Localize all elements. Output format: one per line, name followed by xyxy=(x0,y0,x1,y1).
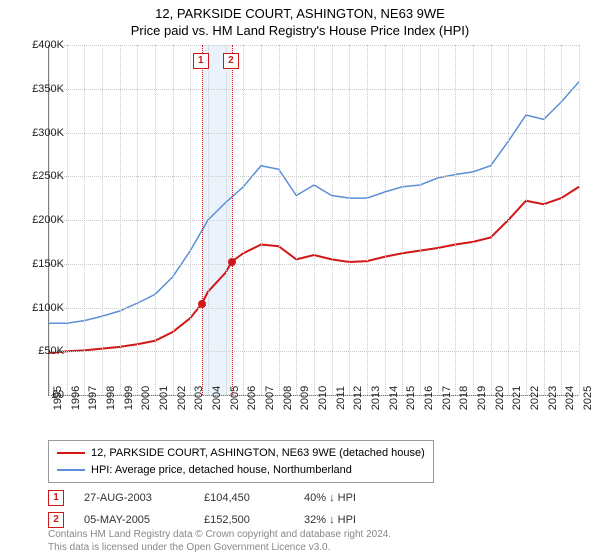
x-axis-label: 1996 xyxy=(70,386,82,410)
legend-swatch xyxy=(57,469,85,471)
y-axis-label: £200K xyxy=(32,214,64,226)
x-axis-label: 2025 xyxy=(582,386,594,410)
y-axis-label: £100K xyxy=(32,302,64,314)
x-axis-label: 1995 xyxy=(52,386,64,410)
x-axis-label: 2014 xyxy=(388,386,400,410)
legend-item: HPI: Average price, detached house, Nort… xyxy=(57,462,425,479)
sale-row: 1 27-AUG-2003 £104,450 40% ↓ HPI xyxy=(48,490,356,506)
x-axis-label: 2016 xyxy=(423,386,435,410)
x-axis-label: 2002 xyxy=(176,386,188,410)
y-axis-label: £150K xyxy=(32,258,64,270)
x-axis-label: 2018 xyxy=(458,386,470,410)
chart-marker-box: 2 xyxy=(223,53,239,69)
sale-date: 05-MAY-2005 xyxy=(84,514,184,526)
data-point-marker xyxy=(228,258,236,266)
sale-price: £104,450 xyxy=(204,492,284,504)
legend-label: 12, PARKSIDE COURT, ASHINGTON, NE63 9WE … xyxy=(91,445,425,462)
chart-subtitle: Price paid vs. HM Land Registry's House … xyxy=(0,23,600,42)
sale-date: 27-AUG-2003 xyxy=(84,492,184,504)
x-axis-label: 2005 xyxy=(229,386,241,410)
legend-item: 12, PARKSIDE COURT, ASHINGTON, NE63 9WE … xyxy=(57,445,425,462)
y-axis-label: £250K xyxy=(32,170,64,182)
x-axis-label: 2024 xyxy=(564,386,576,410)
x-axis-label: 2010 xyxy=(317,386,329,410)
x-axis-label: 2000 xyxy=(140,386,152,410)
y-axis-label: £350K xyxy=(32,83,64,95)
legend-label: HPI: Average price, detached house, Nort… xyxy=(91,462,352,479)
x-axis-label: 2020 xyxy=(494,386,506,410)
chart-marker-box: 1 xyxy=(193,53,209,69)
footer-attribution: Contains HM Land Registry data © Crown c… xyxy=(48,528,391,554)
legend: 12, PARKSIDE COURT, ASHINGTON, NE63 9WE … xyxy=(48,440,434,483)
x-axis-label: 1997 xyxy=(87,386,99,410)
x-axis-label: 2017 xyxy=(441,386,453,410)
x-axis-label: 2015 xyxy=(405,386,417,410)
sale-diff: 40% ↓ HPI xyxy=(304,492,356,504)
y-axis-label: £400K xyxy=(32,39,64,51)
x-axis-label: 1998 xyxy=(105,386,117,410)
chart-container: 12, PARKSIDE COURT, ASHINGTON, NE63 9WE … xyxy=(0,0,600,560)
x-axis-label: 2008 xyxy=(282,386,294,410)
x-axis-label: 1999 xyxy=(123,386,135,410)
x-axis-label: 2009 xyxy=(299,386,311,410)
legend-swatch xyxy=(57,452,85,454)
x-axis-label: 2022 xyxy=(529,386,541,410)
x-axis-label: 2023 xyxy=(547,386,559,410)
sale-price: £152,500 xyxy=(204,514,284,526)
footer-line: Contains HM Land Registry data © Crown c… xyxy=(48,528,391,541)
sale-row: 2 05-MAY-2005 £152,500 32% ↓ HPI xyxy=(48,512,356,528)
sale-marker-box: 2 xyxy=(48,512,64,528)
x-axis-label: 2006 xyxy=(246,386,258,410)
chart-title: 12, PARKSIDE COURT, ASHINGTON, NE63 9WE xyxy=(0,0,600,23)
sale-marker-box: 1 xyxy=(48,490,64,506)
x-axis-label: 2021 xyxy=(511,386,523,410)
plot-area xyxy=(48,45,579,396)
data-point-marker xyxy=(198,300,206,308)
x-axis-label: 2013 xyxy=(370,386,382,410)
x-axis-label: 2012 xyxy=(352,386,364,410)
x-axis-label: 2004 xyxy=(211,386,223,410)
x-axis-label: 2001 xyxy=(158,386,170,410)
y-axis-label: £50K xyxy=(38,345,64,357)
x-axis-label: 2007 xyxy=(264,386,276,410)
sale-diff: 32% ↓ HPI xyxy=(304,514,356,526)
x-axis-label: 2019 xyxy=(476,386,488,410)
y-axis-label: £300K xyxy=(32,127,64,139)
x-axis-label: 2011 xyxy=(335,386,347,410)
x-axis-label: 2003 xyxy=(193,386,205,410)
footer-line: This data is licensed under the Open Gov… xyxy=(48,541,391,554)
